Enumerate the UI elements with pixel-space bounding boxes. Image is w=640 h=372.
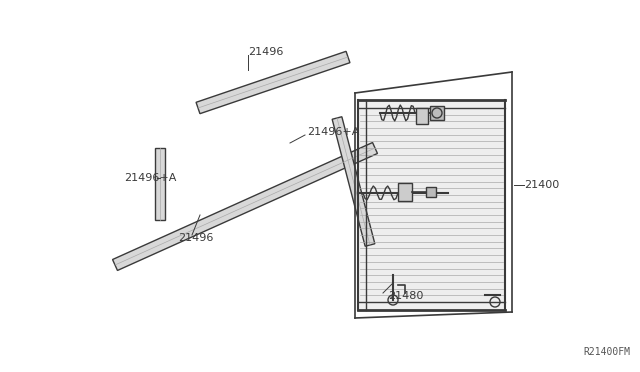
Bar (426, 187, 436, 197)
Polygon shape (113, 142, 378, 270)
Text: 21496: 21496 (178, 233, 213, 243)
Bar (398, 183, 412, 201)
Polygon shape (155, 148, 165, 220)
Text: 21400: 21400 (524, 180, 559, 190)
Text: 21496: 21496 (248, 47, 284, 57)
Polygon shape (358, 100, 505, 310)
Text: 21496+A: 21496+A (307, 127, 360, 137)
Polygon shape (196, 51, 350, 114)
Bar (430, 106, 444, 120)
Text: 21496+A: 21496+A (124, 173, 177, 183)
Text: 21480: 21480 (388, 291, 424, 301)
Polygon shape (332, 117, 375, 246)
Text: R21400FM: R21400FM (583, 347, 630, 357)
Bar (416, 108, 428, 124)
